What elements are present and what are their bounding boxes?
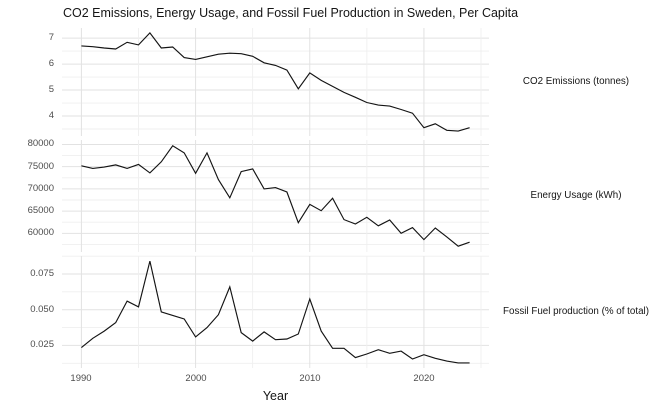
series-line-2 [81,260,470,364]
y-tick-label: 7 [48,32,54,43]
x-axis-title: Year [262,389,289,403]
y-tick-label: 0.050 [30,304,54,315]
facet-strip-energy: Energy Usage (kWh) [530,190,622,201]
y-tick-label: 0.075 [30,268,54,279]
x-tick-label: 1990 [70,373,92,384]
y-tick-label: 65000 [27,205,54,216]
series-line-1 [81,145,470,247]
y-tick-label: 4 [48,110,54,121]
x-tick-label: 2000 [185,373,207,384]
y-tick-label: 70000 [27,183,54,194]
y-tick-label: 75000 [27,161,54,172]
chart-title: CO2 Emissions, Energy Usage, and Fossil … [63,6,519,20]
y-tick-label: 6 [48,58,54,69]
y-tick-label: 80000 [27,138,54,149]
series-line-0 [81,32,470,132]
y-tick-label: 0.025 [30,339,54,350]
x-tick-label: 2010 [299,373,321,384]
facet-strip-fossil: Fossil Fuel production (% of total) [503,306,649,317]
y-tick-label: 60000 [27,227,54,238]
x-tick-label: 2020 [413,373,435,384]
facet-strip-co2: CO2 Emissions (tonnes) [522,76,630,87]
y-tick-label: 5 [48,84,54,95]
